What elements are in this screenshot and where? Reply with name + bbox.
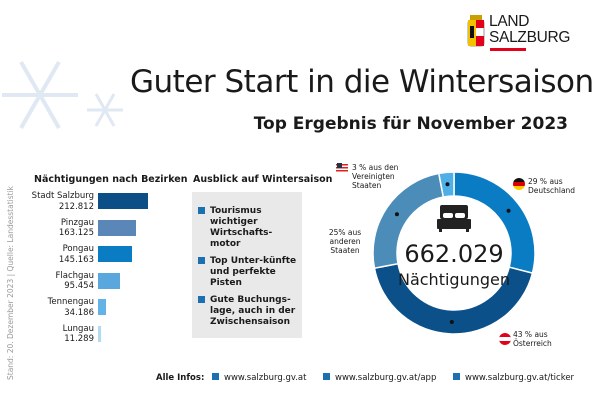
germany-flag-icon [513,178,525,190]
link-text[interactable]: www.salzburg.gv.at/app [335,373,437,383]
bullet-icon [198,296,205,303]
bar [98,193,148,209]
outlook-box: Tourismus wichtiger Wirtschafts-motor To… [192,192,302,338]
bar [98,246,133,262]
category-label: Lungau [62,323,94,334]
footer-link-app[interactable]: www.salzburg.gv.at/app [323,373,436,383]
slice-marker-dot [394,212,399,217]
bullet-icon [453,373,460,380]
outlook-item-text: Tourismus wichtiger Wirtschafts-motor [210,206,273,249]
bar-label: Flachgau 95.454 [4,271,94,292]
bullet-icon [198,257,205,264]
value-label: 11.289 [64,334,94,344]
outlook-item: Gute Buchungs-lage, auch in der Zwischen… [198,295,298,328]
category-label: Pongau [62,244,94,254]
logo-line1: LAND [489,13,530,30]
logo-text: LAND SALZBURG [489,14,570,46]
bullet-icon [323,373,330,380]
donut-slice [373,262,534,335]
page-title: Guter Start in die Wintersaison [130,64,594,100]
slice-label-others: 25% aus anderen Staaten [328,228,362,255]
bar-label: Pinzgau 163.125 [4,218,94,239]
donut-chart [372,171,536,335]
bar-label: Pongau 145.163 [4,244,94,265]
source-note: Stand: 20. Dezember 2023 | Quelle: Lande… [6,185,15,380]
slice-marker-dot [449,319,454,324]
value-label: 34.186 [64,307,94,318]
page-subtitle: Top Ergebnis für November 2023 [253,114,568,134]
slice-label-austria: 43 % aus Österreich [513,330,552,348]
coat-of-arms-logo [467,15,485,47]
total-value: 662.029 [404,240,504,268]
slice-marker-dot [506,208,511,213]
footer-link-main[interactable]: www.salzburg.gv.at [212,373,306,383]
bar [98,219,137,236]
usa-flag-icon [336,162,348,174]
bar [98,325,101,342]
category-label: Pinzgau [60,217,94,228]
bar-chart-title: Nächtigungen nach Bezirken [34,174,188,185]
link-text[interactable]: www.salzburg.gv.at [224,373,307,383]
logo-underline [490,48,526,51]
bed-icon [437,205,471,232]
snowflake-decoration-icon [2,61,123,129]
value-label: 145.163 [58,254,94,265]
bullet-icon [198,207,205,214]
footer-link-ticker[interactable]: www.salzburg.gv.at/ticker [453,373,574,383]
category-label: Tennengau [47,297,94,307]
total-label: Nächtigungen [397,270,510,289]
outlook-item: Top Unter-künfte und perfekte Pisten [198,256,298,289]
value-label: 95.454 [64,281,94,291]
outlook-item-text: Top Unter-künfte und perfekte Pisten [210,256,297,288]
austria-flag-icon [499,333,511,345]
outlook-item-text: Gute Buchungs-lage, auch in der Zwischen… [210,295,296,327]
value-label: 163.125 [58,228,94,238]
link-text[interactable]: www.salzburg.gv.at/ticker [465,373,575,383]
bar-label: Tennengau 34.186 [4,297,94,318]
bar-label: Stadt Salzburg 212.812 [4,191,94,212]
slice-label-usa: 3 % aus den Vereinigten Staaten [352,163,399,190]
outlook-heading: Ausblick auf Wintersaison [193,174,333,185]
logo-line2: SALZBURG [489,29,571,46]
bar-label: Lungau 11.289 [4,324,94,345]
category-label: Flachgau [55,270,94,281]
bar [98,272,121,289]
footer-label: Alle Infos: [156,373,205,383]
slice-marker-dot [445,182,450,187]
outlook-item: Tourismus wichtiger Wirtschafts-motor [198,206,298,250]
value-label: 212.812 [58,201,94,212]
slice-label-germany: 29 % aus Deutschland [528,177,576,195]
bullet-icon [212,373,219,380]
bar [98,299,107,315]
category-label: Stadt Salzburg [31,191,94,201]
